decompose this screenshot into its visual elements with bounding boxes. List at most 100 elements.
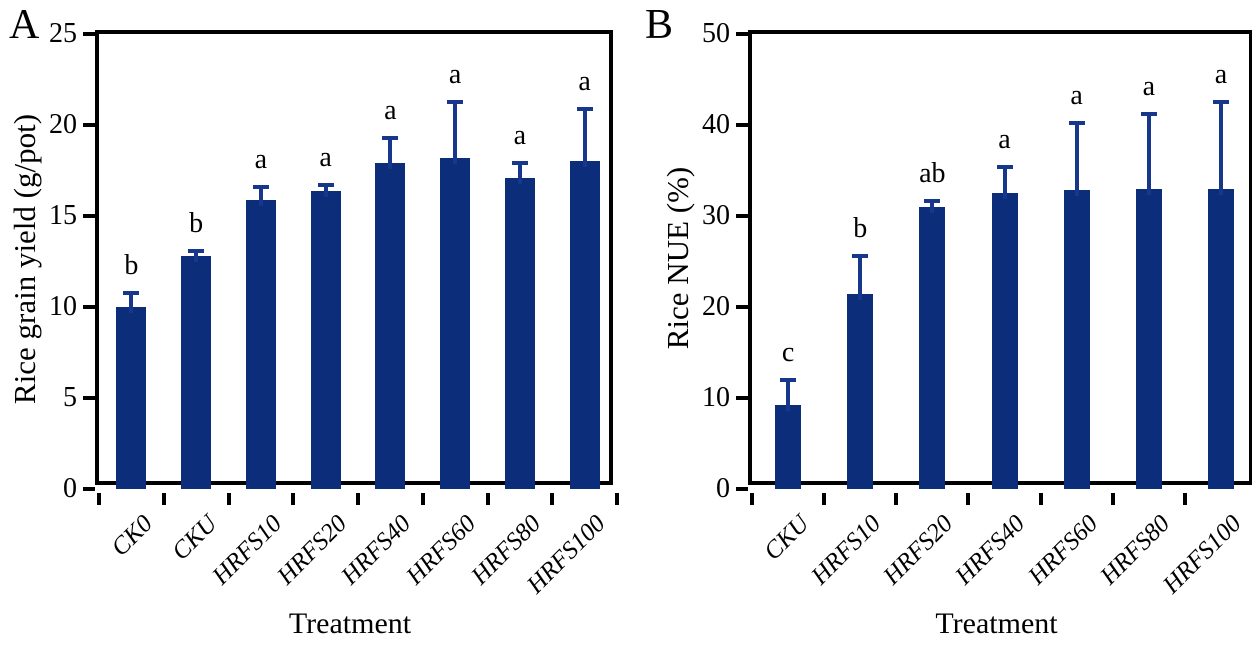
- y-tick-40: [736, 123, 748, 127]
- y-tick-label-0: 0: [63, 473, 77, 504]
- x-tick-label-text-HRFS60: HRFS60: [1022, 510, 1103, 590]
- error-bar-cap-HRFS40: [996, 165, 1013, 170]
- error-bar-line-HRFS20: [930, 200, 935, 213]
- x-tick-0: [750, 493, 754, 505]
- x-tick-label-text-CKU: CKU: [758, 510, 815, 566]
- error-bar-cap-HRFS60: [1068, 121, 1085, 126]
- error-bar-line-HRFS10: [258, 187, 263, 206]
- y-tick-0: [83, 487, 95, 491]
- y-tick-20: [736, 305, 748, 309]
- x-tick-5: [420, 493, 425, 505]
- sig-letter-HRFS40: a: [998, 124, 1011, 156]
- y-tick-label-0: 0: [716, 473, 730, 504]
- x-tick-2: [894, 493, 899, 505]
- bar-HRFS10: [847, 294, 874, 489]
- error-bar-line-HRFS10: [858, 256, 863, 301]
- bar-CKU: [775, 405, 802, 489]
- y-tick-label-10: 10: [702, 382, 730, 413]
- error-bar-cap-HRFS100: [1212, 100, 1229, 105]
- x-tick-4: [1038, 493, 1043, 505]
- y-tick-10: [83, 305, 95, 309]
- error-bar-cap-HRFS10: [852, 254, 869, 259]
- sig-letter-CKU: b: [189, 207, 204, 239]
- error-bar-line-HRFS60: [1074, 123, 1079, 196]
- error-bar-line-HRFS100: [1218, 102, 1223, 195]
- y-tick-label-25: 25: [49, 18, 77, 49]
- error-bar-cap-HRFS100: [576, 106, 593, 111]
- y-tick-25: [83, 32, 95, 36]
- x-tick-3: [291, 493, 296, 505]
- sig-letter-CK0: b: [124, 249, 139, 281]
- panel-label-b: B: [645, 2, 674, 48]
- error-bar-cap-HRFS20: [317, 183, 334, 188]
- y-tick-15: [83, 214, 95, 218]
- error-bar-line-HRFS20: [323, 185, 328, 197]
- error-bar-cap-HRFS10: [252, 185, 269, 190]
- error-bar-cap-HRFS80: [511, 161, 528, 166]
- plot-area-b: 0 10 20 30 40 50 c CKU b HRFS10 ab HRFS20 a HRFS40 a HR…: [702, 19, 1252, 599]
- error-bar-line-HRFS80: [1146, 114, 1151, 195]
- sig-letter-HRFS100: a: [1214, 59, 1228, 91]
- bar-HRFS20: [919, 206, 946, 489]
- y-tick-50: [736, 32, 748, 36]
- sig-letter-HRFS20: a: [319, 142, 332, 174]
- sig-letter-HRFS20: ab: [919, 157, 946, 189]
- y-tick-label-50: 50: [702, 18, 730, 49]
- y-tick-label-20: 20: [702, 291, 730, 322]
- bar-HRFS100: [569, 161, 600, 489]
- y-tick-10: [736, 396, 748, 400]
- bar-HRFS40: [375, 163, 406, 489]
- x-tick-label-text-HRFS40: HRFS40: [950, 510, 1031, 590]
- bar-HRFS80: [1135, 188, 1162, 489]
- x-tick-1: [161, 493, 166, 505]
- x-axis-title-a: Treatment: [288, 607, 412, 640]
- error-bar-cap-CKU: [188, 248, 205, 253]
- y-tick-0: [736, 487, 748, 491]
- bar-HRFS40: [991, 193, 1018, 489]
- error-bar-cap-CK0: [123, 290, 140, 295]
- error-bar-line-HRFS40: [1002, 167, 1007, 200]
- error-bar-cap-HRFS40: [382, 135, 399, 140]
- x-tick-label-text-HRFS100: HRFS100: [1158, 510, 1248, 599]
- error-bar-line-HRFS40: [388, 137, 393, 170]
- y-tick-5: [83, 396, 95, 400]
- sig-letter-HRFS80: a: [513, 120, 527, 152]
- bar-HRFS10: [245, 199, 276, 489]
- error-bar-cap-HRFS60: [447, 99, 464, 104]
- sig-letter-HRFS10: b: [853, 213, 868, 245]
- y-tick-label-40: 40: [702, 109, 730, 140]
- error-bar-cap-HRFS20: [924, 198, 941, 203]
- x-tick-label-text-HRFS10: HRFS10: [806, 510, 887, 590]
- bar-HRFS60: [1063, 189, 1090, 489]
- panel-label-a: A: [9, 2, 40, 48]
- error-bar-line-CKU: [194, 250, 199, 263]
- x-tick-4: [356, 493, 360, 505]
- bar-HRFS20: [310, 190, 341, 489]
- x-tick-3: [966, 493, 971, 505]
- y-tick-label-5: 5: [63, 382, 77, 413]
- x-tick-label-text-HRFS20: HRFS20: [878, 510, 959, 590]
- error-bar-line-CK0: [129, 292, 134, 313]
- y-tick-20: [83, 123, 95, 127]
- x-tick-6: [485, 493, 490, 505]
- bar-CKU: [181, 256, 212, 489]
- x-tick-7: [550, 493, 555, 505]
- x-tick-1: [822, 493, 827, 505]
- sig-letter-HRFS10: a: [254, 144, 268, 176]
- y-tick-label-15: 15: [49, 200, 77, 231]
- sig-letter-HRFS60: a: [1070, 80, 1083, 112]
- error-bar-line-HRFS80: [517, 163, 522, 184]
- sig-letter-HRFS60: a: [448, 58, 462, 90]
- x-tick-8: [615, 493, 619, 505]
- x-tick-6: [1182, 493, 1187, 505]
- y-tick-30: [736, 214, 748, 218]
- error-bar-line-HRFS100: [582, 108, 587, 168]
- error-bar-line-HRFS60: [453, 101, 458, 164]
- x-axis-title-b: Treatment: [935, 607, 1058, 640]
- y-tick-label-10: 10: [49, 291, 77, 322]
- plot-area-a: 0 5 10 15 20 25 b CK0 b CKU a HRFS10 a HRFS20 a HRFS40 a…: [49, 19, 619, 599]
- sig-letter-HRFS100: a: [578, 65, 591, 97]
